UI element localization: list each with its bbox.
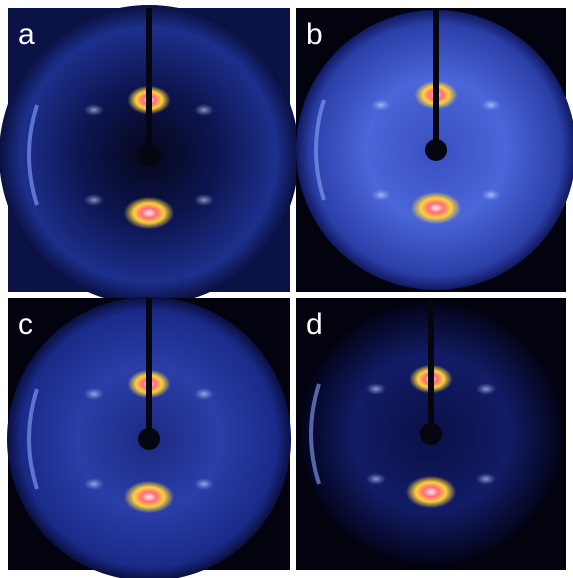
page: abcd (() => { const data = JSON.parse(do…	[0, 0, 573, 578]
off-axis-arc	[194, 478, 214, 490]
off-axis-arc	[481, 99, 501, 111]
beam-stop	[138, 144, 160, 166]
bragg-spot	[406, 476, 456, 508]
diffraction-panel: d	[296, 298, 566, 570]
off-axis-arc	[194, 388, 214, 400]
off-axis-arc	[84, 194, 104, 206]
off-axis-arc	[371, 189, 391, 201]
diffraction-panel: c	[7, 297, 291, 578]
bragg-spot	[124, 197, 174, 229]
figure: a b c d	[0, 0, 573, 578]
beam-stop-arm	[146, 8, 152, 155]
beam-stop-arm	[428, 298, 434, 434]
beam-stop-arm	[146, 298, 152, 439]
bragg-spot	[411, 192, 461, 224]
off-axis-arc	[194, 194, 214, 206]
panel-label: c	[18, 308, 33, 341]
off-axis-arc	[366, 473, 386, 485]
diffraction-panel: a	[0, 5, 299, 305]
beam-stop	[420, 423, 442, 445]
off-axis-arc	[84, 104, 104, 116]
beam-stop	[425, 139, 447, 161]
diffraction-panel: b	[296, 8, 573, 292]
off-axis-arc	[371, 99, 391, 111]
bragg-spot	[124, 481, 174, 513]
off-axis-arc	[476, 383, 496, 395]
off-axis-arc	[481, 189, 501, 201]
panel-label: d	[306, 308, 323, 341]
panel-label: b	[306, 18, 323, 51]
panel-label: a	[18, 18, 35, 51]
off-axis-arc	[476, 473, 496, 485]
off-axis-arc	[194, 104, 214, 116]
beam-stop-arm	[433, 8, 439, 150]
off-axis-arc	[84, 388, 104, 400]
off-axis-arc	[366, 383, 386, 395]
off-axis-arc	[84, 478, 104, 490]
beam-stop	[138, 428, 160, 450]
